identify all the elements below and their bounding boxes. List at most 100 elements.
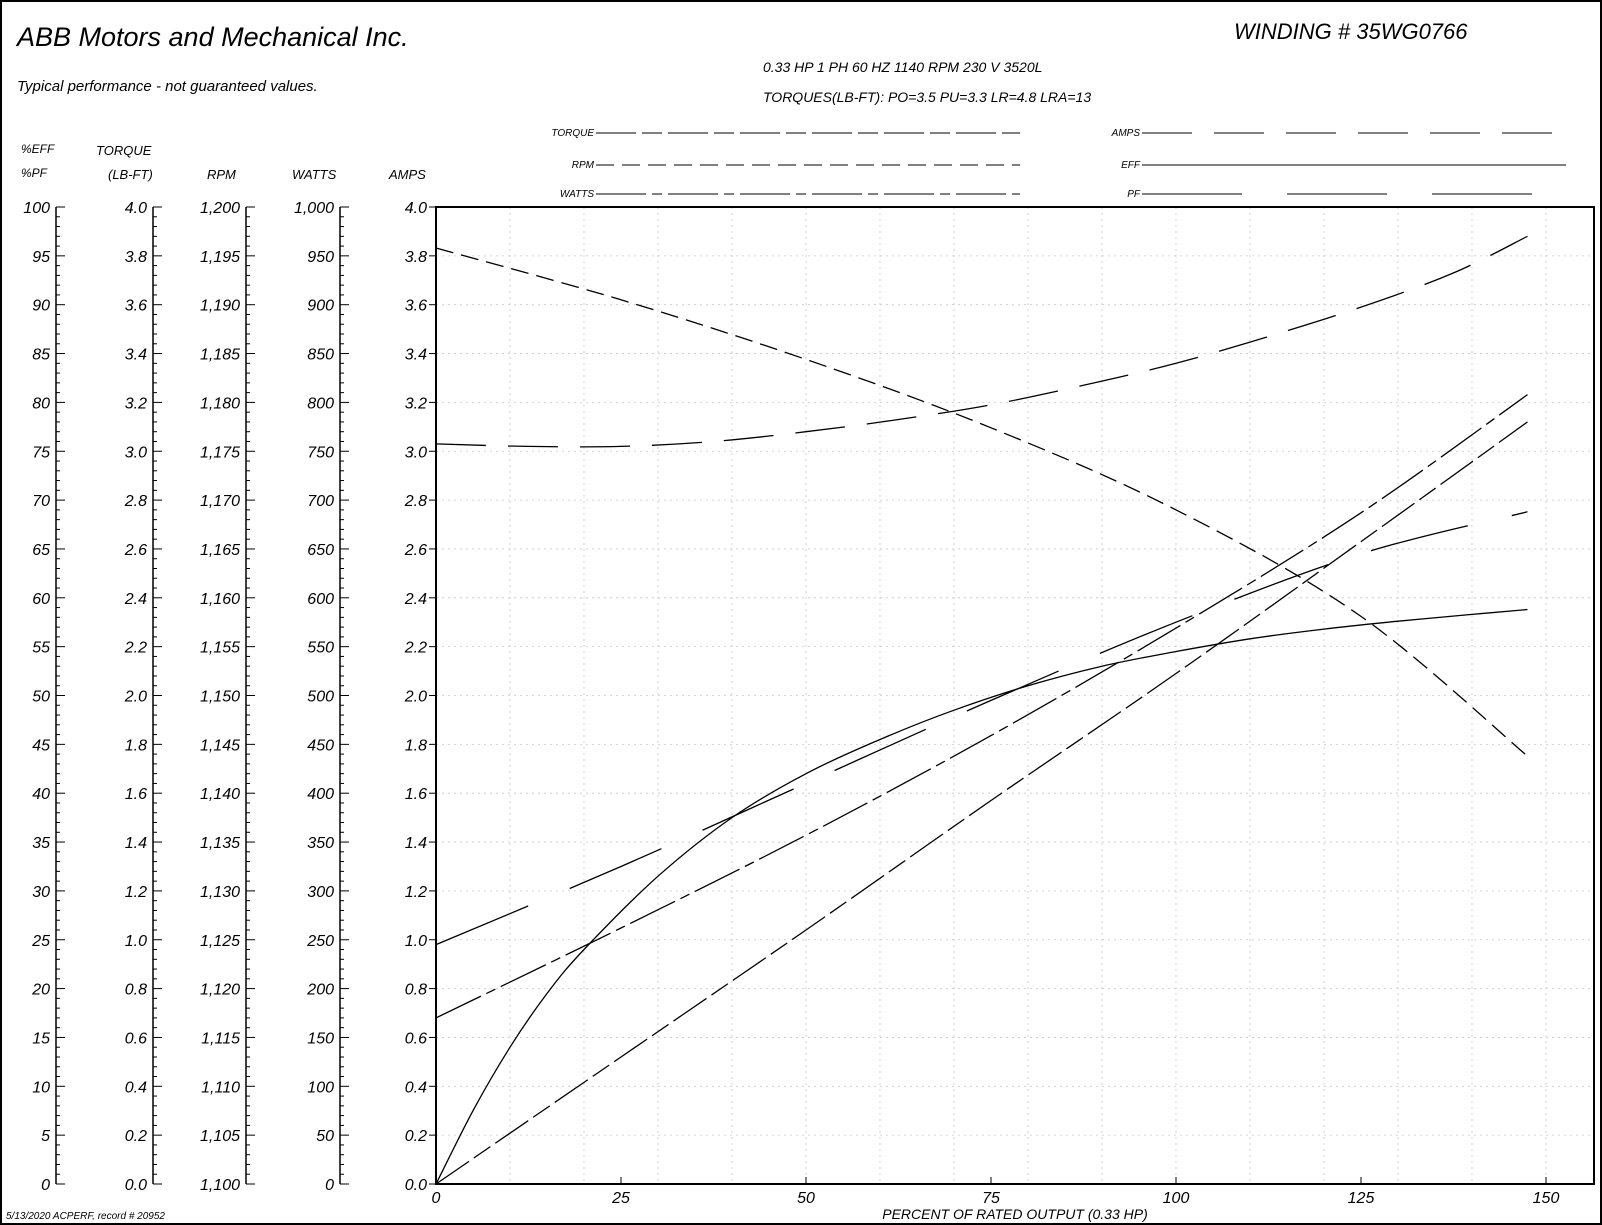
x-tick-label: 150 xyxy=(1533,1190,1560,1207)
rpm-axis-label: 1,160 xyxy=(200,591,240,608)
torque-axis-label: 4.0 xyxy=(125,200,147,217)
torque-axis-label: 1.2 xyxy=(125,884,147,901)
eff-axis-label: 60 xyxy=(32,591,50,608)
torque-axis-label: 1.8 xyxy=(125,737,147,754)
amps-axis: 0.0 0.2 0.4 0.6 0.8 1.0 1.2 1.4 1.6 1.8 2.0 2.2 2.4 2… xyxy=(404,200,436,1194)
rpm-axis-label: 1,180 xyxy=(200,395,240,412)
watts-axis-label: 550 xyxy=(307,640,334,657)
torque-axis-label: 2.8 xyxy=(124,493,147,510)
amps-axis-label: 0.0 xyxy=(405,1177,427,1194)
rpm-axis-label: 1,195 xyxy=(200,249,240,266)
watts-axis-label: 700 xyxy=(307,493,334,510)
amps-axis-label: 0.8 xyxy=(405,982,427,999)
torque-axis-label: 3.8 xyxy=(125,249,147,266)
watts-axis-label: 300 xyxy=(307,884,334,901)
x-tick-label: 0 xyxy=(432,1190,441,1207)
watts-axis-label: 350 xyxy=(307,835,334,852)
eff-axis-label: 90 xyxy=(32,298,50,315)
eff-axis-label: 0 xyxy=(41,1177,50,1194)
amps-axis-label: 2.0 xyxy=(404,689,427,706)
watts-axis-label: 50 xyxy=(316,1128,334,1145)
legend-label: WATTS xyxy=(560,189,594,200)
disclaimer-text: Typical performance - not guaranteed val… xyxy=(17,78,318,95)
record-footer: 5/13/2020 ACPERF, record # 20952 xyxy=(6,1211,165,1222)
torque-axis-header: TORQUE xyxy=(96,143,152,158)
series-watts-line xyxy=(435,394,1528,1019)
torque-axis-label: 0.2 xyxy=(125,1128,147,1145)
rpm-axis-label: 1,190 xyxy=(200,298,240,315)
eff-axis: 0 5 10 15 20 25 30 35 40 45 50 55 60 65 70 75 80 85 90 95 10… xyxy=(23,200,65,1194)
amps-axis-label: 0.2 xyxy=(405,1128,427,1145)
amps-axis-label: 4.0 xyxy=(405,200,427,217)
torque-axis-label: 1.0 xyxy=(125,933,147,950)
eff-axis-label: 95 xyxy=(32,249,50,266)
rpm-axis-label: 1,145 xyxy=(200,737,240,754)
torque-axis-label: 3.2 xyxy=(125,395,147,412)
series-pf-line xyxy=(435,511,1528,946)
amps-axis-label: 2.6 xyxy=(404,542,427,559)
x-axis-ticks: 0 25 50 75 100 125 150 xyxy=(432,1177,1560,1207)
watts-axis-label: 250 xyxy=(306,933,334,950)
rpm-axis-label: 1,130 xyxy=(200,884,240,901)
watts-axis-label: 450 xyxy=(307,737,334,754)
torque-axis-label: 1.4 xyxy=(125,835,147,852)
torque-axis-label: 0.4 xyxy=(125,1079,147,1096)
amps-axis-label: 3.0 xyxy=(405,444,427,461)
watts-axis-label: 850 xyxy=(307,347,334,364)
amps-axis-label: 0.4 xyxy=(405,1079,427,1096)
watts-axis-header: WATTS xyxy=(292,167,337,182)
torque-axis-label: 0.6 xyxy=(125,1030,147,1047)
eff-axis-label: 30 xyxy=(32,884,50,901)
eff-axis-label: 40 xyxy=(32,786,50,803)
watts-axis-label: 200 xyxy=(306,982,334,999)
legend-label: EFF xyxy=(1121,160,1141,171)
torque-axis-label: 2.0 xyxy=(124,689,147,706)
amps-axis-label: 3.8 xyxy=(405,249,427,266)
rpm-axis-label: 1,115 xyxy=(201,1030,240,1047)
rpm-axis-label: 1,100 xyxy=(200,1177,240,1194)
amps-axis-label: 1.4 xyxy=(405,835,427,852)
amps-axis-label: 2.8 xyxy=(404,493,427,510)
legend-label: RPM xyxy=(572,160,595,171)
eff-axis-label: 70 xyxy=(32,493,50,510)
watts-axis-label: 900 xyxy=(307,298,334,315)
watts-axis-label: 1,000 xyxy=(294,200,334,217)
amps-axis-label: 3.2 xyxy=(405,395,427,412)
rpm-axis-label: 1,105 xyxy=(200,1128,240,1145)
watts-axis-label: 800 xyxy=(307,395,334,412)
torque-axis-label: 2.4 xyxy=(124,591,147,608)
rating-text: 0.33 HP 1 PH 60 HZ 1140 RPM 230 V 3520L xyxy=(763,59,1042,75)
series-torque-line xyxy=(435,421,1528,1185)
x-tick-label: 75 xyxy=(982,1190,1000,1207)
watts-axis-label: 750 xyxy=(307,444,334,461)
rpm-axis-header: RPM xyxy=(207,167,236,182)
eff-axis-label: 35 xyxy=(32,835,50,852)
x-axis-label: PERCENT OF RATED OUTPUT (0.33 HP) xyxy=(882,1206,1148,1222)
rpm-axis-label: 1,150 xyxy=(200,689,240,706)
x-tick-label: 50 xyxy=(797,1190,815,1207)
amps-axis-label: 1.8 xyxy=(405,737,427,754)
series-rpm-line xyxy=(435,247,1528,757)
rpm-axis-label: 1,155 xyxy=(200,640,240,657)
x-tick-label: 125 xyxy=(1348,1190,1375,1207)
winding-title: WINDING # 35WG0766 xyxy=(1234,19,1468,44)
watts-axis-label: 100 xyxy=(307,1079,334,1096)
amps-axis-label: 3.6 xyxy=(405,298,427,315)
legend: TORQUE RPM WATTS AMPS EFF PF xyxy=(551,128,1566,200)
eff-axis-header: %EFF xyxy=(21,142,55,156)
eff-axis-label: 15 xyxy=(32,1030,50,1047)
watts-axis-label: 400 xyxy=(307,786,334,803)
series-lines xyxy=(435,235,1528,1185)
grid xyxy=(436,207,1594,1184)
eff-axis-label: 5 xyxy=(41,1128,50,1145)
watts-axis-label: 150 xyxy=(307,1030,334,1047)
eff-axis-label: 10 xyxy=(32,1079,50,1096)
torque-axis-unit: (LB-FT) xyxy=(108,167,153,182)
watts-axis: 0 50 100 150 200 250 300 350 400 450 500 550 600 650 7… xyxy=(294,200,349,1194)
amps-axis-label: 1.0 xyxy=(405,933,427,950)
amps-axis-label: 2.4 xyxy=(404,591,427,608)
torque-axis-label: 0.0 xyxy=(125,1177,147,1194)
eff-axis-label: 55 xyxy=(32,640,50,657)
